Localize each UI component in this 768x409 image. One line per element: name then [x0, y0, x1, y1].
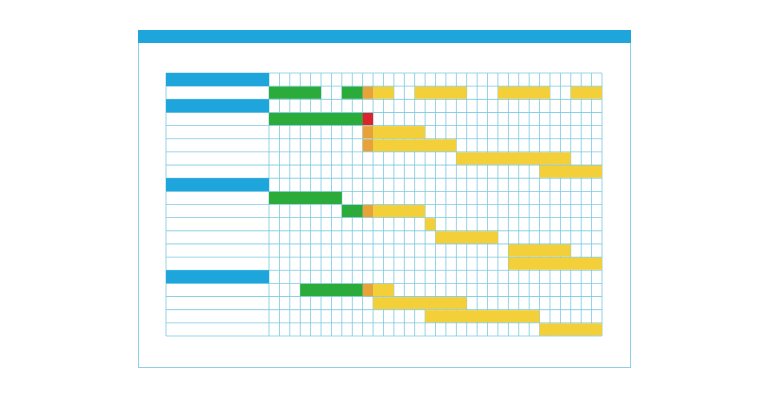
- task-bar: [362, 112, 374, 126]
- task-bar: [456, 152, 571, 165]
- task-bar: [425, 310, 540, 323]
- task-bar: [508, 257, 602, 270]
- task-bar: [341, 205, 363, 218]
- task-bar: [362, 139, 374, 152]
- task-bar: [414, 86, 467, 99]
- task-bar: [539, 323, 602, 336]
- task-bar: [362, 205, 374, 218]
- task-bar: [539, 165, 602, 178]
- task-bar: [373, 126, 426, 139]
- task-bar: [373, 283, 394, 297]
- task-bar: [300, 283, 363, 297]
- task-bar: [497, 86, 550, 99]
- window-title-bar: [138, 30, 631, 43]
- group-label-bar: [166, 178, 269, 192]
- task-bar: [425, 218, 436, 231]
- group-label-bar: [166, 270, 269, 284]
- task-bar: [373, 205, 426, 218]
- task-bar: [269, 191, 342, 204]
- task-bar: [435, 231, 498, 244]
- task-bar: [341, 86, 363, 99]
- task-bar: [269, 112, 363, 126]
- task-bar: [508, 244, 571, 257]
- task-bar: [373, 139, 457, 152]
- task-bar: [362, 86, 374, 99]
- group-label-bar: [166, 73, 269, 87]
- task-bar: [373, 297, 467, 310]
- task-bar: [269, 86, 322, 99]
- task-bar: [362, 283, 374, 297]
- gantt-bars: [166, 73, 602, 336]
- task-bar: [570, 86, 602, 99]
- group-label-bar: [166, 99, 269, 113]
- task-bar: [362, 126, 374, 139]
- task-bar: [373, 86, 394, 99]
